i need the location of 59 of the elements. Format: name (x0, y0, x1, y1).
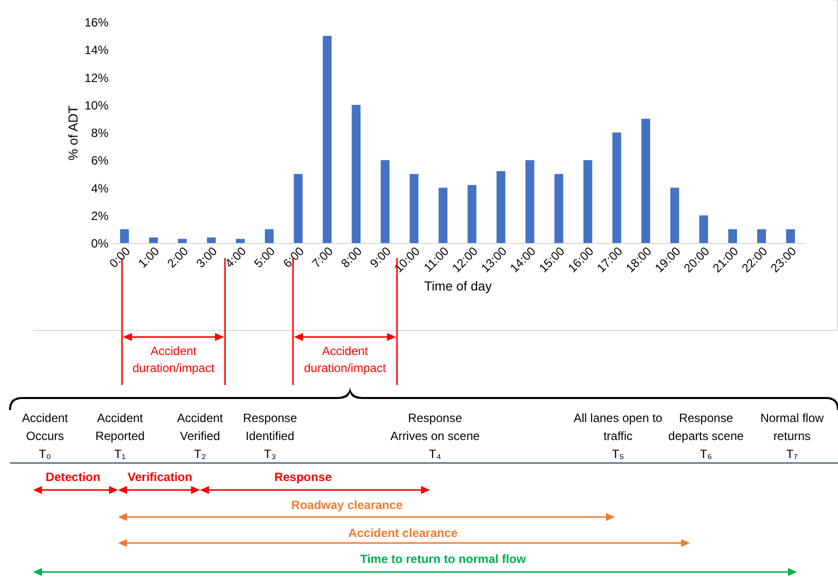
bar (352, 104, 361, 243)
bar (757, 229, 766, 243)
y-tick-label: 12% (84, 70, 109, 85)
bar (120, 229, 129, 243)
bar (525, 160, 534, 243)
text: Response departs scene T₆ (668, 411, 744, 461)
y-tick-label: 16% (84, 16, 109, 30)
bar (583, 160, 592, 243)
x-tick-label: 0:00 (106, 244, 134, 271)
bar (149, 237, 158, 243)
bar (264, 229, 274, 243)
text: Verification (128, 470, 192, 484)
x-tick-label: 6:00 (280, 244, 307, 271)
text: All lanes open to traffic T₅ (574, 411, 663, 461)
bar (496, 171, 506, 243)
text: Roadway clearance (291, 498, 404, 512)
bar (728, 229, 738, 243)
text: Response (274, 470, 332, 484)
x-axis-title: Time of day (424, 278, 492, 294)
text: Time to return to normal flow (360, 552, 527, 566)
text: Detection (46, 470, 100, 484)
bar (699, 215, 708, 243)
y-tick-label: 14% (84, 43, 109, 58)
bar (206, 237, 216, 243)
x-tick-label: 8:00 (338, 244, 365, 271)
x-tick-label: 4:00 (222, 244, 250, 271)
bar (438, 188, 448, 243)
y-axis-title: % of ADT (65, 105, 80, 160)
x-tick-label: 7:00 (309, 244, 336, 271)
text: Accident Reported T₁ (95, 411, 145, 461)
x-tick-label: 5:00 (251, 244, 278, 271)
bar (236, 238, 245, 243)
bar (322, 36, 332, 243)
bar (612, 132, 622, 243)
bar (294, 174, 303, 243)
text: Accident clearance (348, 526, 458, 540)
bar (410, 174, 418, 243)
text: Response Arrives on scene T₄ (390, 411, 480, 461)
bar (178, 238, 187, 243)
text: Normal flow returns T₇ (760, 411, 824, 461)
text: Accident Verified T₂ (176, 411, 224, 461)
y-tick-label: 10% (84, 98, 109, 112)
x-tick-label: 9:00 (367, 244, 394, 271)
bar (641, 118, 650, 243)
text: Accident duration/impact (304, 344, 387, 375)
x-tick-label: 3:00 (193, 244, 220, 271)
y-tick-label: 2% (91, 208, 109, 223)
text: Accident Occurs T₀ (22, 411, 69, 461)
y-tick-label: 8% (91, 126, 109, 140)
bar (670, 188, 680, 243)
text: Accident duration/impact (132, 344, 216, 375)
bar (554, 174, 564, 243)
text: Response Identified T₃ (242, 411, 298, 461)
bar (786, 229, 795, 243)
bar (380, 160, 390, 243)
y-tick-label: 6% (91, 154, 109, 168)
y-tick-label: 0% (91, 236, 109, 250)
bar (468, 184, 476, 243)
y-tick-label: 4% (91, 181, 109, 196)
